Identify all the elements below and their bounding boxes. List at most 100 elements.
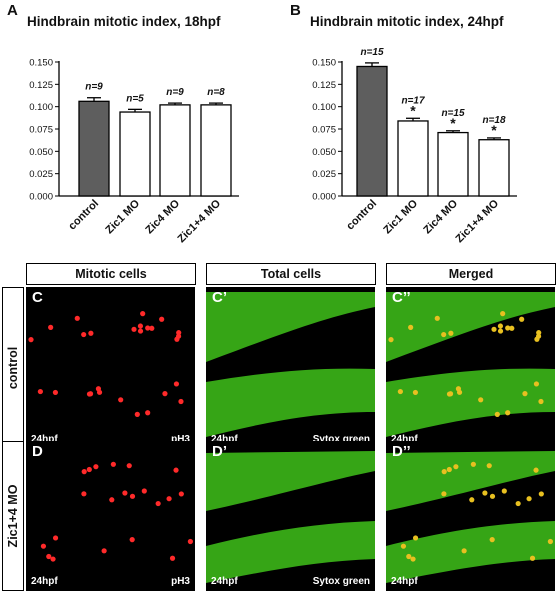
mitotic-cell: [497, 323, 504, 329]
mitotic-cell: [400, 543, 407, 549]
micrograph-panel-label: C’: [212, 289, 227, 306]
mitotic-cell: [88, 330, 94, 336]
mitotic-cell: [478, 397, 484, 403]
micrograph-image: [206, 451, 375, 583]
mitotic-cell: [441, 331, 447, 338]
mitotic-cell: [178, 491, 184, 497]
chart-b-n-label-3: n=15: [441, 108, 465, 119]
mitotic-cell: [122, 490, 128, 496]
mitotic-cell: [408, 324, 414, 330]
mitotic-cell: [48, 324, 54, 330]
mitotic-cell: [86, 391, 93, 397]
mitotic-cell: [529, 555, 536, 561]
chart-a-n-label-4: n=8: [207, 87, 225, 98]
chart-b-significance-4: *: [491, 122, 497, 138]
mitotic-cell: [489, 493, 496, 499]
chart-b-bar-1: [356, 65, 388, 197]
mitotic-cell: [489, 537, 495, 543]
mitotic-cell: [37, 388, 43, 395]
mitotic-cell: [129, 537, 135, 543]
stage-label: 24hpf: [211, 576, 238, 587]
chart-b-title: Hindbrain mitotic index, 24hpf: [310, 14, 504, 29]
chart-b-significance-3: *: [450, 115, 456, 131]
mitotic-cell: [40, 543, 47, 549]
micrograph-image: [386, 292, 555, 437]
column-header-total-cells: Total cells: [206, 263, 376, 285]
chart-a-bar-4: [200, 104, 232, 197]
mitotic-cell: [134, 411, 140, 417]
stain-label: Sytox green: [312, 576, 370, 587]
mitotic-cell: [187, 538, 193, 545]
mitotic-cell: [470, 461, 476, 467]
mitotic-cell: [491, 326, 497, 332]
chart-b-n-label-4: n=18: [482, 115, 506, 126]
mitotic-cell: [81, 331, 87, 338]
stain-label: pH3: [171, 434, 190, 445]
mitotic-cell: [155, 500, 161, 507]
chart-a-y-tick-label: 0.025: [29, 169, 53, 180]
mitotic-cell: [388, 337, 394, 343]
chart-b-y-tick-label: 0.050: [312, 147, 336, 158]
panel-letter-a: A: [7, 2, 18, 19]
chart-a-category-label-4: Zic1+4 MO: [176, 197, 224, 245]
mitotic-cell: [126, 463, 132, 469]
mitotic-cell: [441, 469, 447, 475]
mitotic-cell: [547, 538, 553, 545]
green-tissue-upper: [206, 292, 375, 362]
mitotic-cell: [145, 410, 151, 416]
mitotic-cell: [141, 488, 147, 494]
mitotic-cell: [174, 336, 180, 342]
mitotic-cell: [173, 381, 180, 387]
mitotic-cell: [169, 555, 176, 561]
mitotic-cell: [129, 493, 136, 499]
mitotic-cell: [178, 398, 184, 405]
chart-b-n-label-2: n=17: [401, 95, 425, 106]
chart-b-category-label-4: Zic1+4 MO: [454, 197, 502, 245]
column-header-merged: Merged: [386, 263, 556, 285]
chart-a-category-label-3: Zic4 MO: [143, 197, 182, 236]
mitotic-cell: [410, 556, 416, 562]
chart-b-y-tick-label: 0.000: [312, 192, 336, 203]
stage-label: 24hpf: [391, 434, 418, 445]
green-tissue-upper: [386, 292, 555, 362]
chart-a-n-label-1: n=9: [85, 82, 103, 93]
micrograph-control-total-cells: C’ 24hpf Sytox green: [206, 287, 375, 449]
micrograph-zic1-4-mo-merged: D’’ 24hpf: [386, 441, 555, 591]
green-tissue-upper: [386, 451, 555, 511]
mitotic-cell: [74, 315, 80, 321]
mitotic-cell: [166, 496, 172, 502]
chart-a-category-label-1: control: [66, 198, 101, 233]
mitotic-cell: [453, 464, 459, 470]
chart-b-bar-2: [397, 120, 429, 197]
stage-label: 24hpf: [211, 434, 238, 445]
mitotic-cell: [501, 488, 507, 494]
mitotic-cell: [533, 467, 539, 473]
mitotic-cell: [145, 325, 151, 331]
mitotic-cell: [519, 316, 525, 322]
chart-a-bar-3: [159, 104, 191, 197]
mitotic-cell: [509, 325, 515, 331]
row-header-zic1-4-mo: Zic1+4 MO: [2, 441, 24, 591]
mitotic-cell: [46, 553, 52, 560]
micrograph-zic1-4-mo-mitotic-cells: D 24hpf pH3: [26, 441, 195, 591]
green-tissue-lower: [206, 521, 375, 583]
micrograph-image: [28, 311, 184, 417]
mitotic-cell: [110, 461, 116, 467]
mitotic-cell: [159, 316, 165, 322]
chart-b-y-tick-label: 0.100: [312, 102, 336, 113]
mitotic-cell: [526, 496, 532, 502]
bar-charts: Hindbrain mitotic index, 18hpf 0.000 0.025…: [27, 14, 517, 245]
micrograph-image: [206, 292, 375, 437]
stain-label: Sytox green: [312, 434, 370, 445]
chart-b-category-label-3: Zic4 MO: [421, 197, 460, 236]
mitotic-cell: [538, 398, 544, 405]
mitotic-cell: [461, 548, 467, 554]
mitotic-cell: [486, 463, 492, 469]
chart-a-n-label-2: n=5: [126, 93, 144, 104]
stain-label: pH3: [171, 576, 190, 587]
mitotic-cell: [176, 330, 182, 336]
mitotic-cell: [538, 491, 544, 497]
green-tissue-lower: [386, 521, 555, 583]
chart-b-y-tick-label: 0.125: [312, 80, 336, 91]
mitotic-cell: [118, 397, 124, 403]
